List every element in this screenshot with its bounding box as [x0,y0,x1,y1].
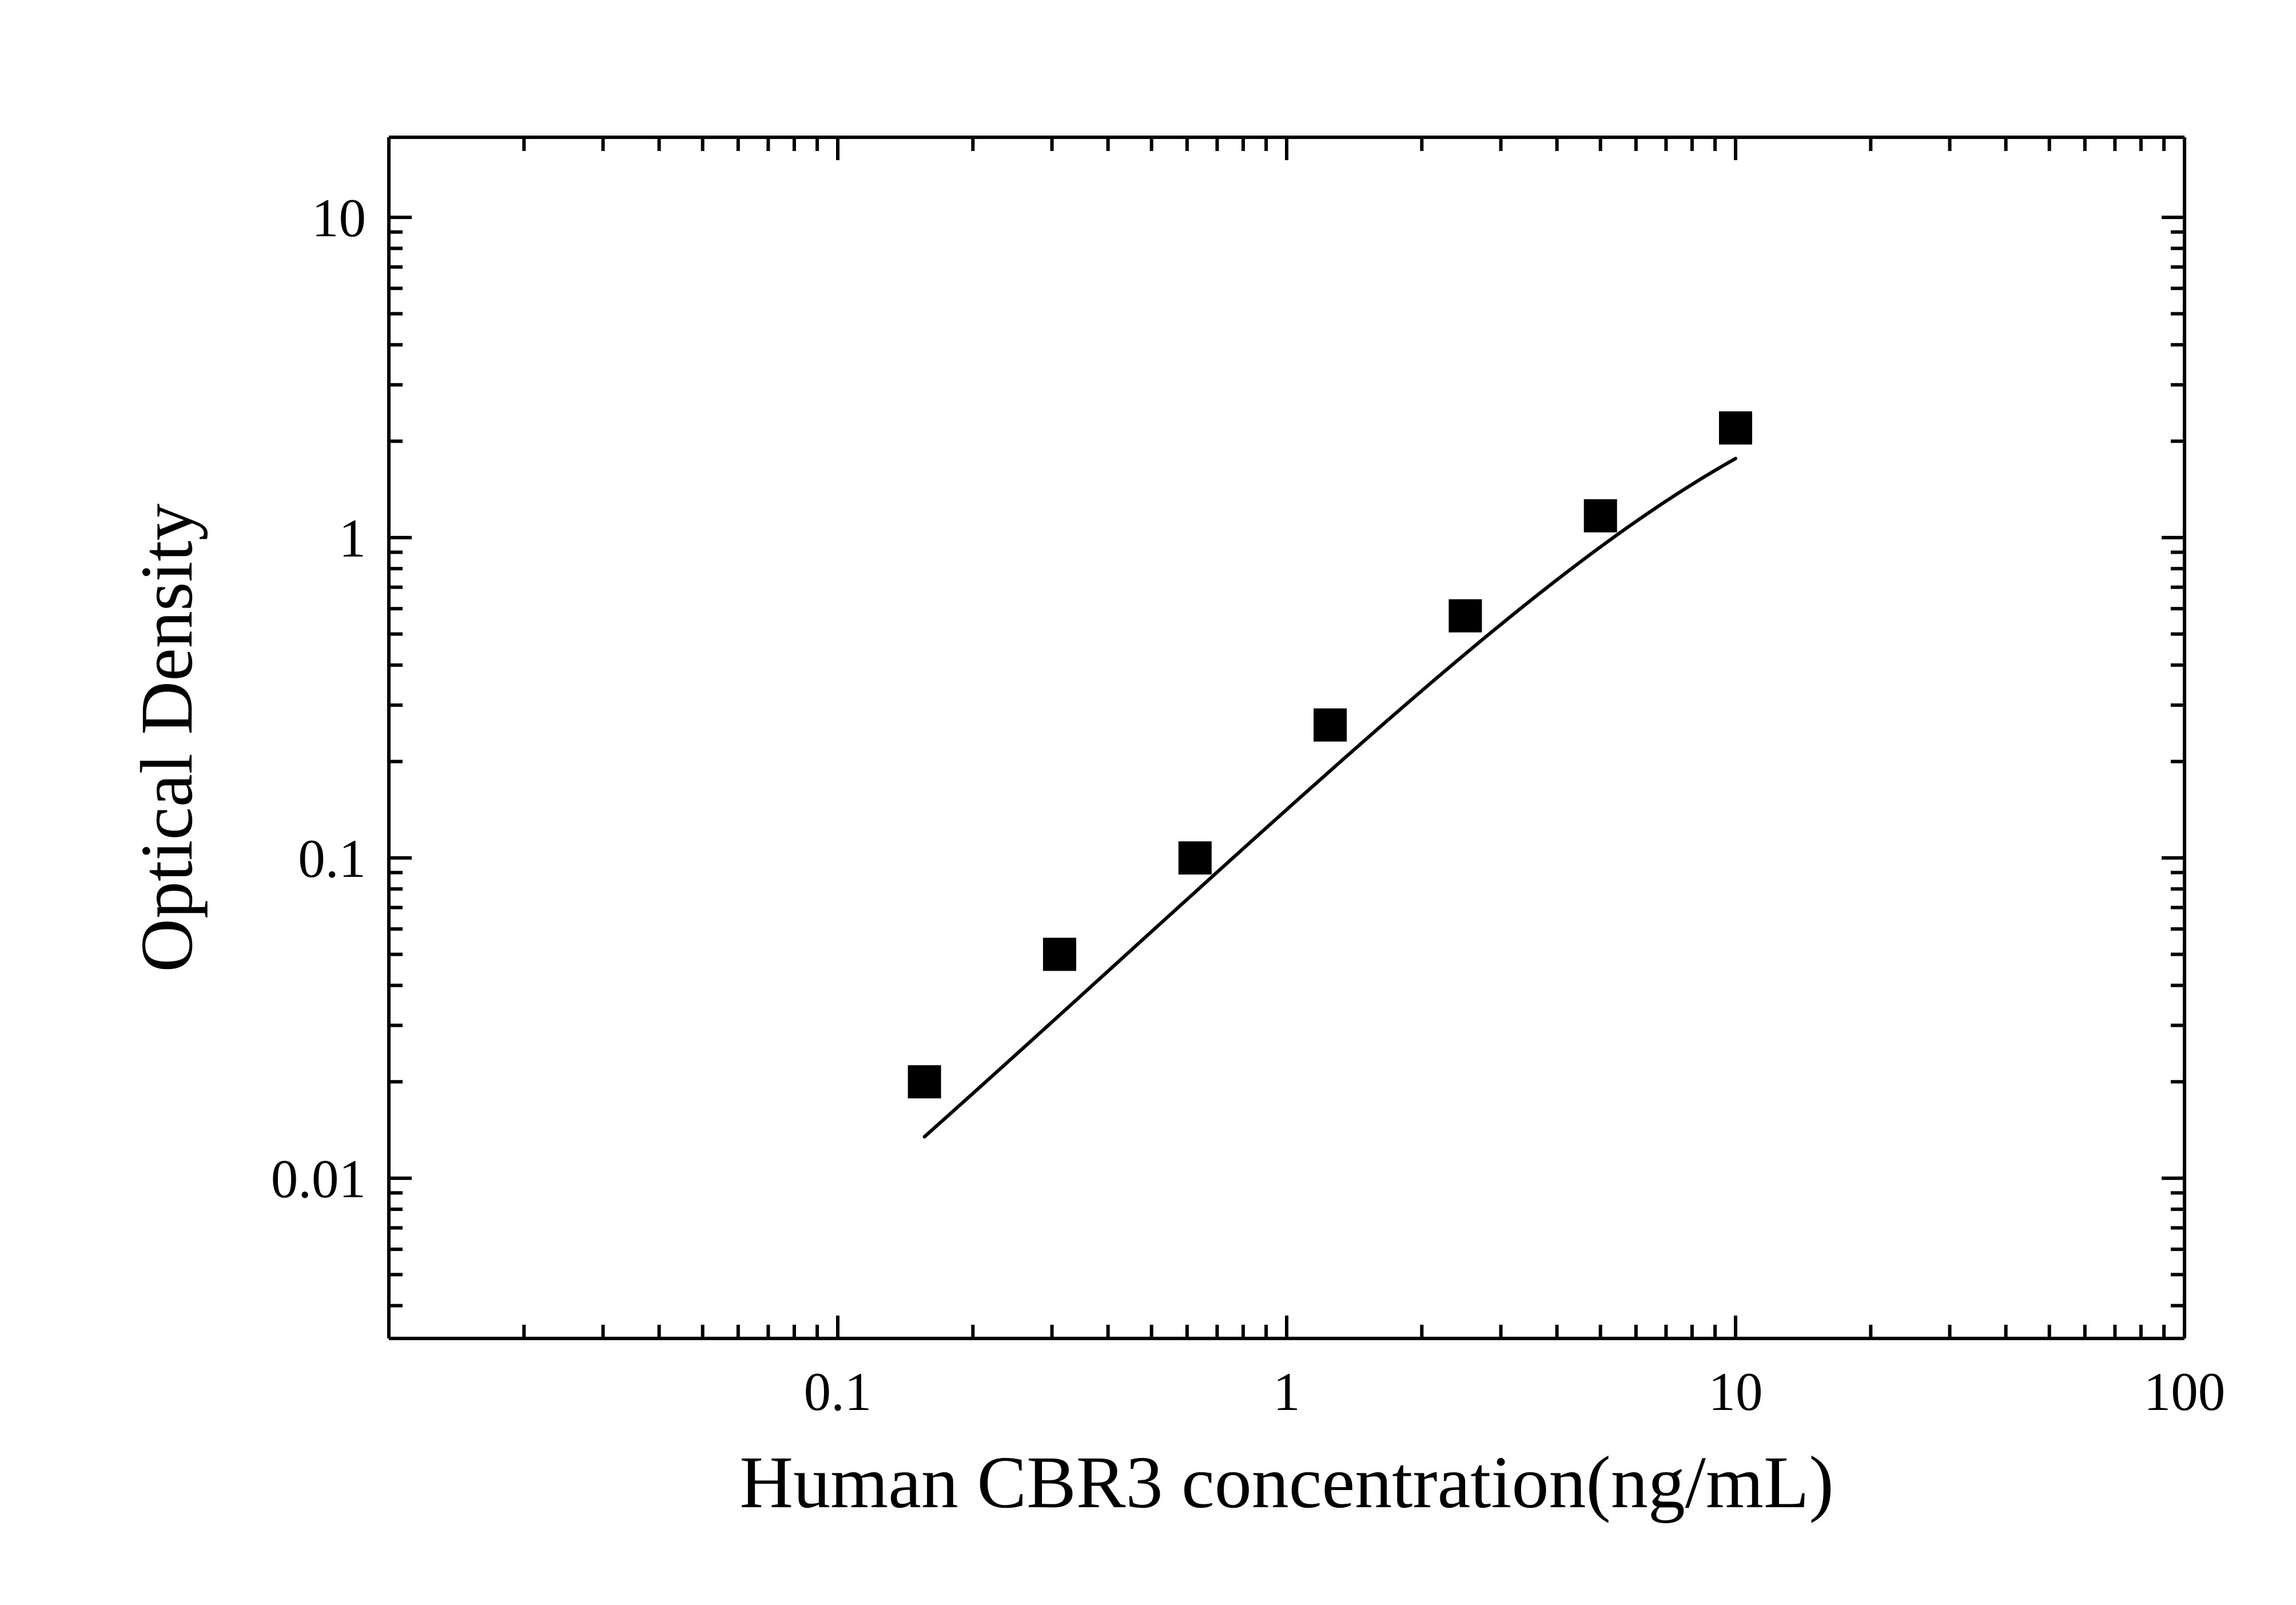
data-marker [1179,842,1211,874]
x-tick-label: 1 [1273,1361,1300,1422]
data-marker [1044,938,1076,970]
x-tick-label: 10 [1709,1361,1763,1422]
y-tick-label: 10 [312,188,366,248]
x-tick-label: 100 [2144,1361,2226,1422]
chart-container: 0.1 1 10 100 0.01 0.1 1 10 Human CBR3 concentrat… [0,0,2296,1605]
data-marker [1449,600,1481,632]
y-tick-label: 1 [339,508,367,569]
data-marker [1314,709,1346,741]
x-tick-label: 0.1 [804,1361,872,1422]
chart-svg: 0.1 1 10 100 0.01 0.1 1 10 Human CBR3 concentrat… [0,0,2296,1605]
y-tick-label: 0.01 [271,1149,366,1209]
data-marker [909,1066,941,1098]
y-tick-label: 0.1 [298,828,366,889]
y-axis-label: Optical Density [126,503,208,972]
data-marker [1720,412,1752,444]
x-axis-label: Human CBR3 concentration(ng/mL) [739,1441,1834,1524]
data-marker [1585,500,1617,532]
